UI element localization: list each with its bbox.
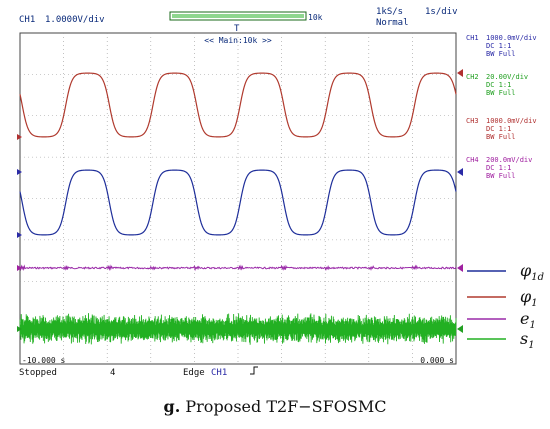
acq-count: 4	[110, 368, 115, 378]
channel-bandwidth: BW Full	[486, 133, 516, 141]
legend-label: e1	[520, 309, 536, 331]
time-start-label: -10.000 s	[22, 356, 66, 365]
record-length: 10k	[308, 13, 323, 22]
channel-markers	[17, 69, 463, 333]
ch3-level-marker[interactable]	[457, 69, 463, 77]
legend-entry: φ1d	[467, 261, 544, 283]
trace-phi1d	[19, 169, 457, 236]
ch2-level-marker[interactable]	[457, 325, 463, 333]
record-overview-fill	[172, 14, 304, 18]
trace-s1	[19, 313, 457, 345]
channel-coupling: DC 1:1	[486, 164, 511, 172]
legend-label: φ1d	[520, 261, 544, 283]
time-end-label: 0.000 s	[420, 356, 454, 365]
channel-scale: 20.00V/div	[486, 73, 528, 81]
trigger-position-marker: T	[234, 24, 240, 34]
channel-scale: 200.0mV/div	[486, 156, 532, 164]
rising-edge-icon	[250, 366, 258, 375]
caption-prefix: g.	[163, 397, 181, 416]
ch1-trigger-marker[interactable]	[17, 169, 22, 175]
legend-label: s1	[520, 329, 535, 351]
trace-phi1	[19, 72, 457, 138]
ch1-ground-marker[interactable]	[17, 232, 22, 238]
zoom-label: << Main:10k >>	[204, 36, 272, 45]
ch4-ground-marker[interactable]	[17, 265, 22, 271]
status-bar: Stopped 4 Edge CH1	[19, 366, 258, 378]
acquisition-mode: Normal	[376, 18, 409, 28]
volts-per-div: 1.0000V/div	[45, 15, 105, 25]
channel-name: CH3	[466, 117, 479, 125]
legend-entry: s1	[467, 329, 535, 351]
caption-text: Proposed T2F−SFOSMC	[185, 397, 387, 416]
channel-bandwidth: BW Full	[486, 172, 516, 180]
ch3-ground-marker[interactable]	[17, 134, 22, 140]
plot-area: << Main:10k >>	[17, 32, 463, 365]
trigger-type: Edge	[183, 368, 205, 378]
legend-entry: φ1	[467, 287, 538, 309]
header-bar: CH1 1.0000V/div 10k T 1kS/s Normal 1s/di…	[19, 7, 458, 34]
run-status: Stopped	[19, 368, 57, 378]
ch1-level-marker[interactable]	[457, 168, 463, 176]
channel-name: CH1	[466, 34, 479, 42]
channel-coupling: DC 1:1	[486, 81, 511, 89]
plot-frame	[19, 32, 457, 365]
time-per-div: 1s/div	[425, 7, 458, 17]
channel-coupling: DC 1:1	[486, 125, 511, 133]
figure-caption: g. Proposed T2F−SFOSMC	[0, 397, 550, 416]
traces	[19, 72, 457, 345]
channel-name: CH4	[466, 156, 479, 164]
channel-scale: 1000.0mV/div	[486, 34, 537, 42]
legend-entry: e1	[467, 309, 536, 331]
channel-name: CH2	[466, 73, 479, 81]
channel-coupling: DC 1:1	[486, 42, 511, 50]
trace-e1	[19, 264, 457, 272]
sample-rate: 1kS/s	[376, 7, 403, 17]
ch4-level-marker[interactable]	[457, 264, 463, 272]
channel-scale: 1000.0mV/div	[486, 117, 537, 125]
channel-label: CH1	[19, 15, 35, 25]
ch2-ground-marker[interactable]	[17, 326, 22, 332]
legend-label: φ1	[520, 287, 538, 309]
channel-bandwidth: BW Full	[486, 50, 516, 58]
channel-bandwidth: BW Full	[486, 89, 516, 97]
trigger-source: CH1	[211, 368, 227, 378]
